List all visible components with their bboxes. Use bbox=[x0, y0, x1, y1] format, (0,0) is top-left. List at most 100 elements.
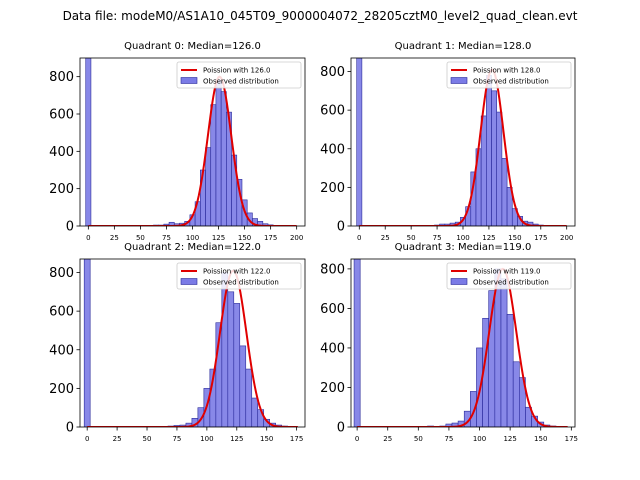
histogram-bar bbox=[233, 303, 241, 427]
histogram-bar bbox=[353, 259, 361, 427]
x-tick-label: 0 bbox=[355, 435, 359, 443]
histogram-bar bbox=[496, 111, 503, 226]
x-tick-label: 25 bbox=[383, 435, 392, 443]
y-tick-label: 200 bbox=[49, 382, 74, 397]
x-tick-label: 150 bbox=[508, 234, 521, 242]
x-tick-label: 75 bbox=[162, 234, 171, 242]
legend-curve-label: Poission with 122.0 bbox=[203, 268, 271, 276]
panel-title: Quadrant 1: Median=128.0 bbox=[395, 41, 532, 52]
axes-frame bbox=[350, 258, 576, 428]
histogram-bar bbox=[486, 75, 492, 226]
poisson-curve bbox=[359, 68, 567, 226]
histogram-bar bbox=[491, 90, 498, 226]
x-tick-label: 175 bbox=[264, 234, 277, 242]
poisson-curve bbox=[87, 269, 298, 427]
legend-curve-label: Poission with 126.0 bbox=[203, 67, 271, 75]
x-tick-label: 125 bbox=[503, 435, 516, 443]
x-tick-label: 175 bbox=[290, 435, 303, 443]
histogram-bar bbox=[501, 158, 508, 226]
panel-quadrant-2: Quadrant 2: Median=122.0 0 200 400 600 800 0 25… bbox=[49, 242, 306, 443]
x-tick-label: 175 bbox=[565, 435, 578, 443]
y-tick-label: 0 bbox=[66, 220, 74, 235]
quadrant-panels: Quadrant 0: Median=126.0 0 200 400 600 800 0 25… bbox=[49, 41, 578, 443]
histogram-bar bbox=[245, 368, 253, 427]
poisson-curve bbox=[88, 75, 297, 226]
y-tick-label: 400 bbox=[320, 341, 345, 356]
x-tick-label: 0 bbox=[357, 234, 361, 242]
x-tick-label: 200 bbox=[290, 234, 303, 242]
y-tick-label: 600 bbox=[320, 104, 345, 119]
x-tick-label: 100 bbox=[473, 435, 486, 443]
axes-frame bbox=[79, 258, 306, 428]
x-tick-label: 75 bbox=[433, 234, 442, 242]
legend-bar-swatch bbox=[450, 278, 468, 285]
x-tick-label: 50 bbox=[414, 435, 423, 443]
x-tick-label: 150 bbox=[260, 435, 273, 443]
histogram-bars bbox=[356, 58, 544, 226]
legend: Poission with 119.0 Observed distribution bbox=[446, 262, 572, 290]
x-tick-label: 0 bbox=[86, 234, 90, 242]
histogram-bars bbox=[353, 259, 557, 427]
y-tick-label: 0 bbox=[337, 421, 345, 436]
legend-box bbox=[176, 262, 302, 290]
y-tick-label: 800 bbox=[49, 266, 74, 281]
legend-box bbox=[446, 61, 572, 89]
histogram-bar bbox=[83, 259, 91, 427]
panel-title: Quadrant 0: Median=126.0 bbox=[124, 41, 261, 52]
x-tick-label: 175 bbox=[534, 234, 547, 242]
histogram-bar bbox=[210, 104, 217, 226]
histogram-bar bbox=[251, 397, 259, 427]
histogram-bar bbox=[215, 80, 222, 226]
figure-suptitle: Data file: modeM0/AS1A10_045T09_90000040… bbox=[63, 9, 578, 23]
legend-curve-label: Poission with 119.0 bbox=[473, 268, 541, 276]
x-tick-label: 0 bbox=[85, 435, 89, 443]
x-tick-label: 125 bbox=[230, 435, 243, 443]
x-tick-label: 100 bbox=[186, 234, 199, 242]
legend: Poission with 122.0 Observed distribution bbox=[176, 262, 302, 290]
legend-bar-swatch bbox=[180, 77, 198, 84]
poisson-curve bbox=[357, 267, 568, 427]
legend-curve-label: Poission with 128.0 bbox=[473, 67, 541, 75]
y-tick-label: 600 bbox=[320, 302, 345, 317]
legend-box bbox=[446, 262, 572, 290]
histogram-bar bbox=[239, 345, 247, 427]
histogram-bar bbox=[85, 58, 92, 226]
legend-bar-swatch bbox=[180, 278, 198, 285]
x-tick-label: 25 bbox=[381, 234, 390, 242]
x-tick-label: 75 bbox=[172, 435, 181, 443]
y-tick-label: 600 bbox=[49, 305, 74, 320]
panel-title: Quadrant 2: Median=122.0 bbox=[124, 242, 261, 253]
y-tick-label: 400 bbox=[49, 145, 74, 160]
x-tick-label: 100 bbox=[200, 435, 213, 443]
x-tick-label: 125 bbox=[482, 234, 495, 242]
histogram-bar bbox=[480, 115, 487, 226]
histogram-bar bbox=[512, 361, 520, 427]
x-tick-label: 75 bbox=[444, 435, 453, 443]
legend-box bbox=[176, 61, 302, 89]
legend-bar-label: Observed distribution bbox=[473, 78, 549, 86]
histogram-bar bbox=[356, 58, 363, 226]
y-tick-label: 800 bbox=[49, 70, 74, 85]
y-tick-label: 400 bbox=[320, 142, 345, 157]
y-tick-label: 800 bbox=[320, 262, 345, 277]
histogram-bar bbox=[227, 291, 235, 427]
histogram-bar bbox=[220, 91, 227, 226]
y-tick-label: 800 bbox=[320, 65, 345, 80]
legend-bar-label: Observed distribution bbox=[473, 279, 549, 287]
histogram-bar bbox=[205, 147, 212, 226]
histogram-bar bbox=[506, 314, 514, 427]
x-tick-label: 125 bbox=[212, 234, 225, 242]
legend-bar-label: Observed distribution bbox=[203, 279, 279, 287]
panel-quadrant-1: Quadrant 1: Median=128.0 0 200 400 600 800 0 25… bbox=[320, 41, 576, 242]
x-tick-label: 100 bbox=[456, 234, 469, 242]
y-tick-label: 600 bbox=[49, 108, 74, 123]
x-tick-label: 150 bbox=[238, 234, 251, 242]
panel-quadrant-3: Quadrant 3: Median=119.0 0 200 400 600 800 0 25… bbox=[320, 242, 578, 443]
panel-title: Quadrant 3: Median=119.0 bbox=[395, 242, 532, 253]
x-tick-label: 200 bbox=[560, 234, 573, 242]
x-tick-label: 25 bbox=[110, 234, 119, 242]
legend-bar-label: Observed distribution bbox=[203, 78, 279, 86]
legend-bar-swatch bbox=[450, 77, 468, 84]
legend: Poission with 128.0 Observed distribution bbox=[446, 61, 572, 89]
